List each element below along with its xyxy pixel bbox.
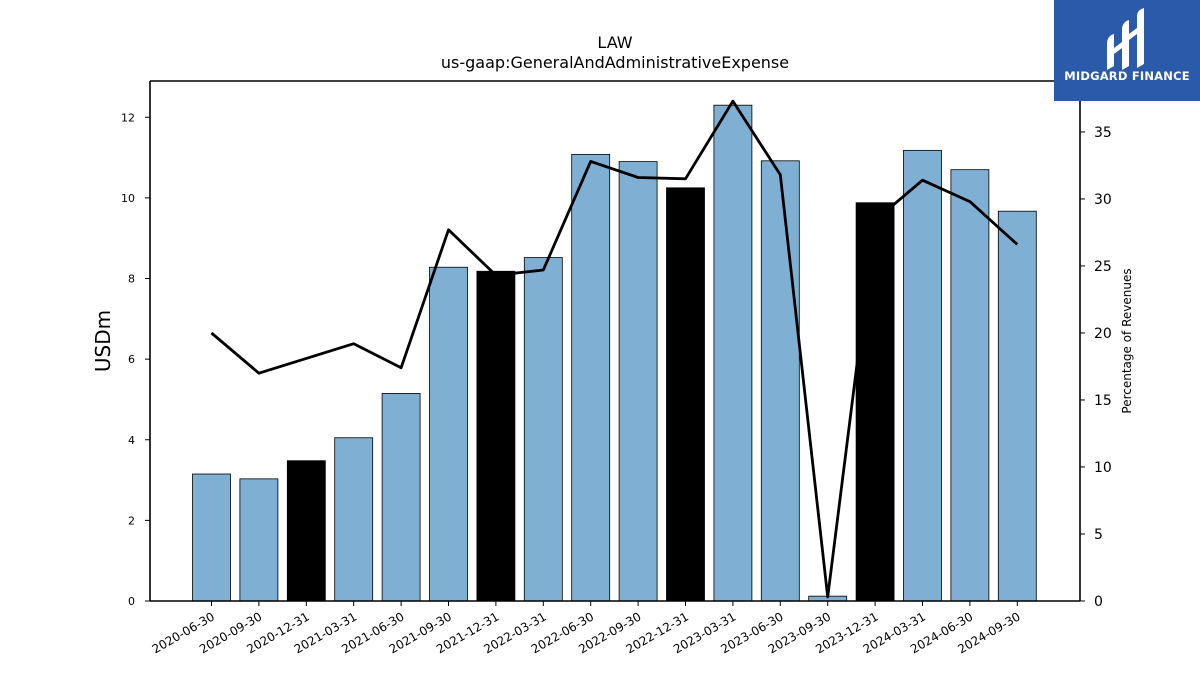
right-tick-label: 15 [1094, 393, 1112, 409]
left-tick-label: 8 [128, 273, 135, 286]
y-axis-label: USDm [91, 310, 115, 372]
bar-2021-06-30 [381, 393, 421, 602]
left-axis-ticks: 0 2 4 6 8 10 12 [121, 111, 150, 608]
line-series [210, 99, 1019, 599]
left-tick-label: 6 [128, 353, 135, 366]
bar-2022-09-30 [618, 161, 658, 602]
bar-2024-06-30 [950, 169, 990, 602]
bar-2021-12-31 [476, 270, 516, 602]
right-tick-label: 5 [1094, 527, 1103, 543]
bar-series [192, 104, 1037, 602]
right-tick-label: 35 [1094, 125, 1112, 141]
chart-title: LAW [597, 33, 632, 52]
bar-2024-03-31 [903, 149, 942, 602]
left-tick-label: 0 [128, 595, 135, 608]
bar-2021-03-31 [334, 437, 374, 602]
bar-2023-12-31 [855, 202, 895, 602]
right-tick-label: 10 [1094, 460, 1112, 476]
right-tick-label: 30 [1094, 192, 1112, 208]
right-tick-label: 20 [1094, 326, 1112, 342]
bar-2022-12-31 [666, 187, 705, 602]
right-tick-label: 25 [1094, 259, 1112, 275]
y2-axis-label: Percentage of Revenues [1120, 268, 1134, 413]
right-tick-label: 0 [1094, 594, 1103, 610]
bar-2023-06-30 [760, 160, 800, 602]
bar-2020-06-30 [192, 473, 231, 602]
right-axis-ticks: 0 5 10 15 20 25 30 35 [1080, 125, 1112, 610]
line-percentage-of-revenues [210, 99, 1019, 599]
logo: MIDGARD FINANCE [1054, 0, 1200, 101]
axes [149, 80, 1081, 602]
left-tick-label: 10 [121, 192, 135, 205]
x-axis-ticks: 2020-06-302020-09-302020-12-312021-03-31… [150, 601, 1023, 656]
bar-2024-09-30 [997, 210, 1037, 602]
bar-2021-09-30 [429, 266, 468, 602]
bar-2020-12-31 [286, 460, 326, 602]
chart-subtitle: us-gaap:GeneralAndAdministrativeExpense [441, 53, 789, 72]
logo-text: MIDGARD FINANCE [1064, 69, 1190, 83]
left-tick-label: 2 [128, 514, 135, 527]
bar-2022-06-30 [571, 153, 611, 602]
bar-2020-09-30 [239, 478, 279, 602]
bar-2022-03-31 [523, 257, 563, 602]
left-tick-label: 4 [128, 434, 135, 447]
bar-2023-03-31 [713, 104, 753, 602]
left-tick-label: 12 [121, 111, 135, 124]
logo-mark-icon [1107, 8, 1144, 70]
